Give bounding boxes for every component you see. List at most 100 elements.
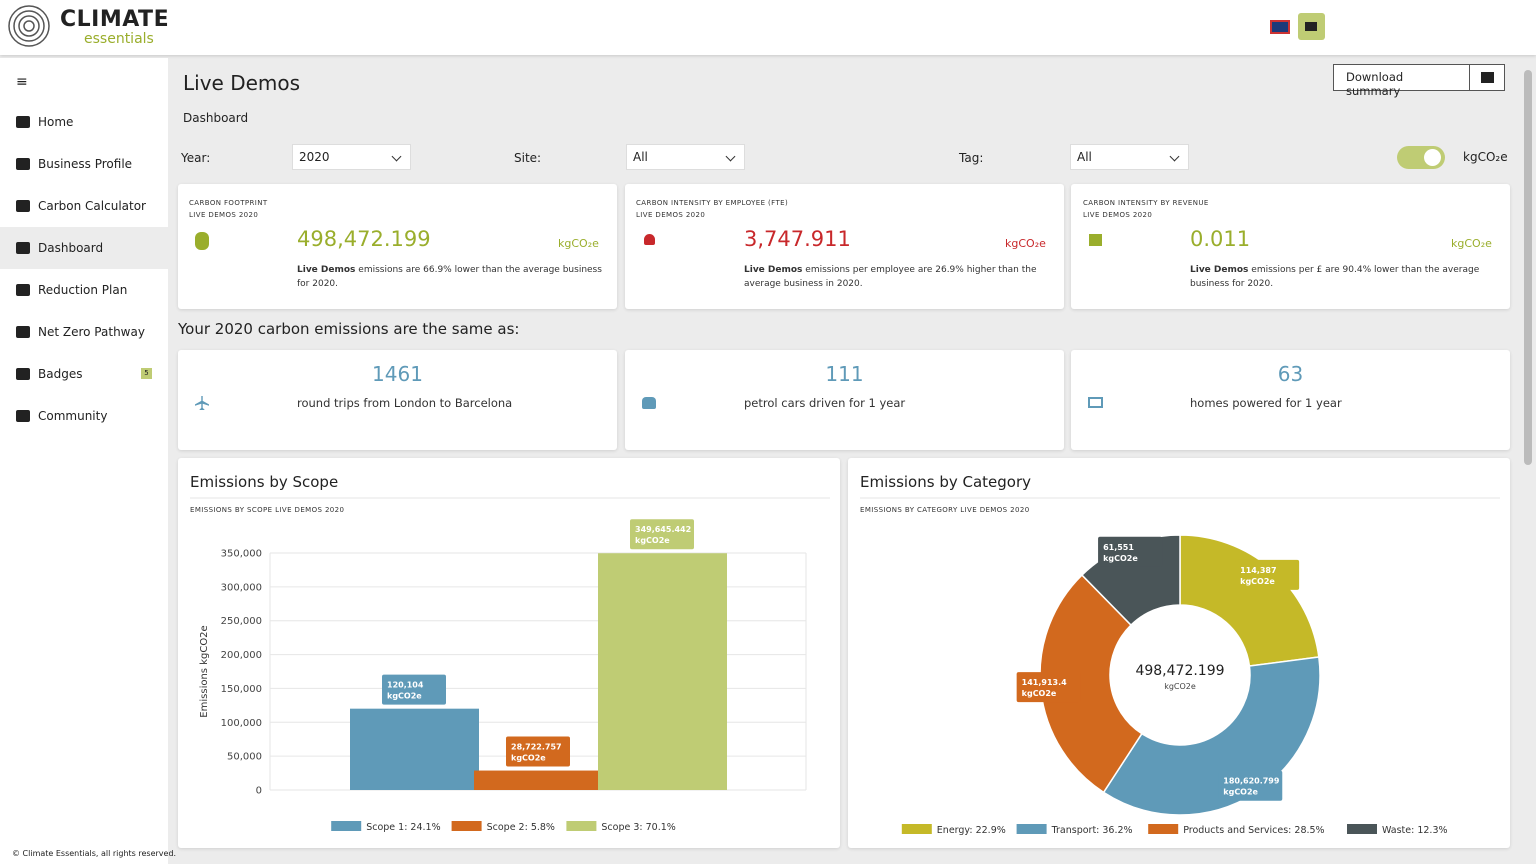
car-icon xyxy=(642,397,656,409)
badge-count: 5 xyxy=(141,368,152,379)
value-label: 61,551 xyxy=(1103,543,1134,552)
kpi-unit: kgCO₂e xyxy=(558,237,599,250)
print-button[interactable] xyxy=(1469,64,1505,91)
site-select[interactable]: All xyxy=(626,144,745,170)
equivalent-card: 111 petrol cars driven for 1 year xyxy=(625,350,1064,450)
value-label-box xyxy=(506,736,570,767)
legend-swatch xyxy=(1016,824,1047,834)
nav-label: Reduction Plan xyxy=(38,283,128,297)
y-tick-label: 100,000 xyxy=(221,718,262,729)
tag-select[interactable]: All xyxy=(1070,144,1189,170)
breadcrumb: Dashboard xyxy=(183,111,249,125)
legend-label: Products and Services: 28.5% xyxy=(1183,825,1324,836)
kpi-value: 0.011 xyxy=(1190,227,1251,251)
value-label: 141,913.4 xyxy=(1022,678,1067,687)
nav-label: Home xyxy=(38,115,74,129)
download-button[interactable]: Download summary xyxy=(1333,64,1470,98)
legend-label: Scope 1: 24.1% xyxy=(366,822,440,833)
chart-subtitle: EMISSIONS BY CATEGORY LIVE DEMOS 2020 xyxy=(860,506,1030,514)
nav-item[interactable]: Business Profile xyxy=(0,143,168,185)
kpi-value: 3,747.911 xyxy=(744,227,851,251)
equivalent-value: 1461 xyxy=(372,362,423,386)
legend-swatch xyxy=(1148,824,1179,834)
chart-title: Emissions by Scope xyxy=(190,473,338,491)
value-label: 28,722.757 xyxy=(511,743,562,752)
scrollbar[interactable] xyxy=(1524,70,1532,465)
legend-swatch xyxy=(451,821,482,831)
donut-chart: Emissions by Category EMISSIONS BY CATEGO… xyxy=(860,473,1500,836)
kpi-value: 498,472.199 xyxy=(297,227,431,251)
value-label-unit: kgCO2e xyxy=(1103,554,1138,563)
nav-item[interactable]: Carbon Calculator xyxy=(0,185,168,227)
value-label-box xyxy=(382,674,446,705)
y-axis-label: Emissions kgCO2e xyxy=(199,625,210,717)
center-value: 498,472.199 xyxy=(1135,663,1224,679)
kpi-unit: kgCO₂e xyxy=(1005,237,1046,250)
home-icon xyxy=(1088,397,1103,408)
footer: © Climate Essentials, all rights reserve… xyxy=(12,849,177,858)
equivalent-value: 111 xyxy=(825,362,864,386)
nav-item[interactable]: Net Zero Pathway xyxy=(0,311,168,353)
year-label: Year: xyxy=(181,151,211,165)
kpi-description: Live Demos emissions per employee are 26… xyxy=(744,263,1054,291)
value-label: 349,645.442 xyxy=(635,525,691,534)
legend-swatch xyxy=(1347,824,1377,834)
chart-card: Emissions by Scope EMISSIONS BY SCOPE LIV… xyxy=(178,458,840,848)
kpi-text: emissions per £ are 90.4% lower than the… xyxy=(1190,265,1480,289)
site-label: Site: xyxy=(514,151,542,165)
chart-subtitle: EMISSIONS BY SCOPE LIVE DEMOS 2020 xyxy=(190,506,344,514)
chart-title: Emissions by Category xyxy=(860,473,1031,491)
value-label: 114,387 xyxy=(1240,566,1276,575)
nav-item[interactable]: Dashboard xyxy=(0,227,168,269)
kpi-card: CARBON INTENSITY BY EMPLOYEE (FTE) LIVE … xyxy=(625,184,1064,309)
bar-chart: Emissions by Scope EMISSIONS BY SCOPE LIV… xyxy=(190,473,830,833)
nav-item[interactable]: Home xyxy=(0,101,168,143)
legend-label: Scope 2: 5.8% xyxy=(487,822,555,833)
kpi-company: Live Demos xyxy=(1190,265,1249,275)
nav-label: Carbon Calculator xyxy=(38,199,146,213)
kpi-description: Live Demos emissions per £ are 90.4% low… xyxy=(1190,263,1480,291)
sidebar: ≡ Home Business Profile Carbon Calculato… xyxy=(0,58,168,864)
kpi-text: emissions are 66.9% lower than the avera… xyxy=(297,265,602,289)
language-flag[interactable] xyxy=(1270,20,1290,34)
nav-item[interactable]: Badges 5 xyxy=(0,353,168,395)
year-select[interactable]: 2020 xyxy=(292,144,411,170)
value-label-unit: kgCO2e xyxy=(1223,788,1258,797)
nav-item[interactable]: Community xyxy=(0,395,168,437)
value-label-box xyxy=(1098,536,1163,567)
logo-mark xyxy=(8,5,50,47)
kpi-description: Live Demos emissions are 66.9% lower tha… xyxy=(297,263,602,291)
nav-item[interactable]: Reduction Plan xyxy=(0,269,168,311)
y-tick-label: 250,000 xyxy=(221,616,262,627)
kpi-icon xyxy=(1089,234,1102,246)
video-button[interactable] xyxy=(1298,13,1325,40)
nav-label: Dashboard xyxy=(38,241,104,255)
menu-toggle[interactable]: ≡ xyxy=(16,74,28,90)
donut-slice xyxy=(1179,534,1320,667)
equivalent-card: 63 homes powered for 1 year xyxy=(1071,350,1510,450)
legend-label: Transport: 36.2% xyxy=(1051,825,1133,836)
y-tick-label: 300,000 xyxy=(221,582,262,593)
value-label-unit: kgCO2e xyxy=(1240,577,1275,586)
y-tick-label: 50,000 xyxy=(227,752,262,763)
top-bar: CLIMATE essentials xyxy=(0,0,1536,55)
kpi-card: CARBON FOOTPRINT LIVE DEMOS 2020 498,472… xyxy=(178,184,617,309)
nav-label: Badges xyxy=(38,367,83,381)
bar xyxy=(598,553,727,790)
legend-label: Scope 3: 70.1% xyxy=(601,822,675,833)
kpi-subtitle: LIVE DEMOS 2020 xyxy=(1083,211,1153,219)
equivalent-label: homes powered for 1 year xyxy=(1190,396,1342,410)
equivalent-card: 1461 round trips from London to Barcelon… xyxy=(178,350,617,450)
y-tick-label: 0 xyxy=(256,786,262,797)
y-tick-label: 150,000 xyxy=(221,684,262,695)
chart-card: Emissions by Category EMISSIONS BY CATEGO… xyxy=(848,458,1510,848)
value-label-unit: kgCO2e xyxy=(511,754,546,763)
value-label-unit: kgCO2e xyxy=(387,692,422,701)
bar xyxy=(474,770,603,790)
unit-toggle[interactable] xyxy=(1397,146,1445,169)
center-unit: kgCO2e xyxy=(1164,682,1196,691)
value-label: 120,104 xyxy=(387,681,424,690)
kpi-text: emissions per employee are 26.9% higher … xyxy=(744,265,1037,289)
